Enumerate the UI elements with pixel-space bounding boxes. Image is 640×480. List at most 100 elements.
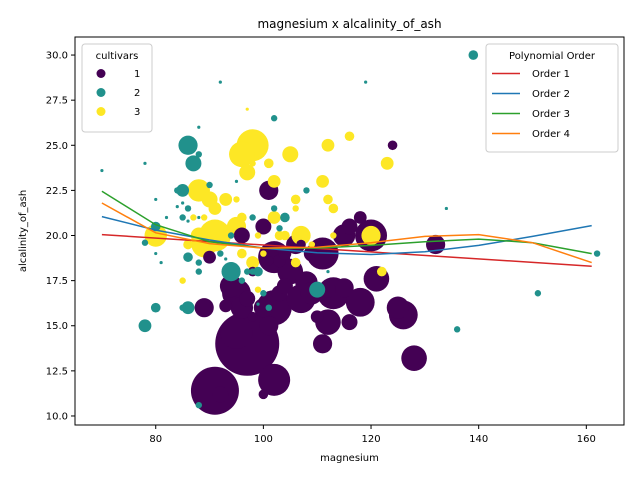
- scatter-point-cultivar-2: [195, 401, 202, 409]
- y-axis-label: alcalinity_of_ash: [18, 190, 29, 272]
- scatter-point-cultivar-3: [237, 248, 247, 259]
- fit-line-order-4: [101, 202, 592, 264]
- scatter-point-cultivar-2: [303, 187, 310, 194]
- legend-poly-label: Order 4: [532, 129, 570, 140]
- scatter-point-cultivar-2: [186, 219, 190, 223]
- scatter-point-cultivar-2: [178, 135, 198, 155]
- scatter-point-cultivar-1: [194, 298, 214, 318]
- scatter-point-cultivar-1: [212, 386, 229, 403]
- scatter-point-cultivar-3: [183, 239, 193, 250]
- scatter-point-cultivar-3: [290, 194, 301, 205]
- scatter-point-cultivar-1: [341, 314, 358, 331]
- scatter-point-cultivar-3: [308, 241, 316, 248]
- y-tick-label: 17.5: [46, 276, 68, 287]
- scatter-point-cultivar-2: [184, 205, 192, 212]
- scatter-point-cultivar-3: [179, 277, 186, 284]
- plot-frame: [74, 36, 625, 426]
- scatter-point-cultivar-3: [292, 205, 299, 212]
- scatter-point-cultivar-2: [143, 161, 147, 165]
- scatter-point-cultivar-2: [444, 206, 448, 211]
- scatter-point-cultivar-3: [328, 203, 339, 214]
- fit-line-order-1: [101, 233, 592, 267]
- scatter-point-cultivar-3: [237, 212, 247, 223]
- scatter-point-cultivar-3: [190, 214, 197, 221]
- scatter-point-cultivar-1: [345, 287, 375, 317]
- scatter-point-cultivar-2: [326, 270, 330, 274]
- scatter-point-cultivar-3: [233, 196, 240, 203]
- y-tick-label: 20.0: [46, 231, 68, 242]
- scatter-point-cultivar-3: [200, 214, 208, 221]
- y-tick-label: 22.5: [46, 186, 68, 197]
- y-tick-label: 15.0: [46, 321, 68, 332]
- scatter-point-cultivar-2: [159, 260, 163, 265]
- scatter-point-cultivar-3: [323, 194, 333, 205]
- legend-poly-label: Order 1: [532, 69, 570, 80]
- scatter-point-cultivar-2: [206, 181, 213, 189]
- x-tick-label: 80: [149, 434, 162, 445]
- scatter-point-cultivar-3: [291, 225, 311, 246]
- scatter-point-cultivar-3: [280, 230, 290, 241]
- x-tick-label: 160: [577, 434, 596, 445]
- y-tick-label: 12.5: [46, 366, 68, 377]
- scatter-point-cultivar-2: [253, 266, 263, 277]
- scatter-point-cultivar-2: [249, 268, 256, 275]
- scatter-point-cultivar-1: [387, 140, 398, 151]
- scatter-point-cultivar-3: [376, 266, 387, 277]
- scatter-point-cultivar-3: [239, 164, 256, 181]
- scatter-point-cultivar-2: [217, 250, 224, 257]
- legend-cultivars-title: cultivars: [96, 51, 139, 62]
- scatter-point-cultivar-3: [267, 174, 281, 188]
- scatter-point-cultivar-2: [593, 250, 601, 257]
- legend-poly-title: Polynomial Order: [509, 51, 596, 62]
- scatter-point-cultivar-1: [219, 299, 233, 313]
- scatter-point-cultivar-2: [164, 215, 169, 220]
- scatter-point-cultivar-1: [203, 250, 216, 264]
- scatter-point-cultivar-1: [219, 274, 243, 298]
- scatter-point-cultivar-2: [227, 232, 235, 239]
- scatter-point-cultivar-3: [344, 131, 355, 142]
- x-tick-label: 100: [254, 434, 273, 445]
- legend-cultivars-label: 2: [134, 88, 140, 99]
- legend-cultivars: cultivars 1 2 3: [81, 43, 153, 133]
- scatter-point-cultivar-2: [181, 201, 185, 205]
- legend-cultivars-marker: [96, 107, 106, 116]
- scatter-point-cultivar-2: [221, 262, 241, 282]
- scatter-point-cultivar-2: [183, 252, 193, 262]
- scatter-point-cultivar-2: [224, 257, 228, 261]
- scatter-point-cultivar-2: [218, 80, 222, 84]
- scatter-point-cultivar-1: [258, 363, 291, 396]
- scatter-point-cultivar-2: [195, 259, 202, 266]
- scatter-point-cultivar-3: [249, 160, 256, 167]
- legend-cultivars-marker: [96, 69, 106, 78]
- scatter-point-cultivar-1: [255, 218, 272, 235]
- scatter-point-cultivar-3: [321, 138, 335, 152]
- scatter-point-cultivar-3: [254, 286, 262, 293]
- legend-cultivars-label: 1: [134, 69, 140, 80]
- scatter-point-cultivar-3: [215, 230, 226, 241]
- scatter-point-cultivar-3: [263, 158, 274, 169]
- scatter-point-cultivar-2: [260, 290, 267, 297]
- scatter-point-cultivar-3: [260, 250, 267, 257]
- scatter-point-cultivar-1: [239, 290, 256, 307]
- scatter-point-cultivar-2: [179, 214, 186, 221]
- scatter-point-cultivar-2: [270, 115, 278, 122]
- scatter-point-cultivar-2: [181, 301, 195, 315]
- scatter-point-cultivar-1: [310, 310, 324, 324]
- legend-poly-box: [485, 43, 619, 153]
- legend-cultivars-marker: [96, 88, 106, 97]
- x-tick-label: 120: [361, 434, 380, 445]
- scatter-point-cultivar-2: [195, 268, 202, 275]
- legend-poly-label: Order 3: [532, 109, 570, 120]
- scatter-point-cultivar-2: [174, 187, 181, 194]
- scatter-point-cultivar-1: [247, 311, 258, 322]
- scatter-point-cultivar-1: [220, 316, 253, 349]
- scatter-point-cultivar-2: [138, 319, 152, 333]
- scatter-point-cultivar-1: [353, 211, 367, 224]
- scatter-point-cultivar-1: [341, 218, 358, 235]
- scatter-point-cultivar-2: [141, 239, 149, 246]
- scatter-point-cultivar-1: [386, 296, 410, 319]
- y-tick-label: 30.0: [46, 51, 68, 62]
- scatter-point-cultivar-2: [197, 125, 201, 129]
- legend-poly-label: Order 2: [532, 89, 570, 100]
